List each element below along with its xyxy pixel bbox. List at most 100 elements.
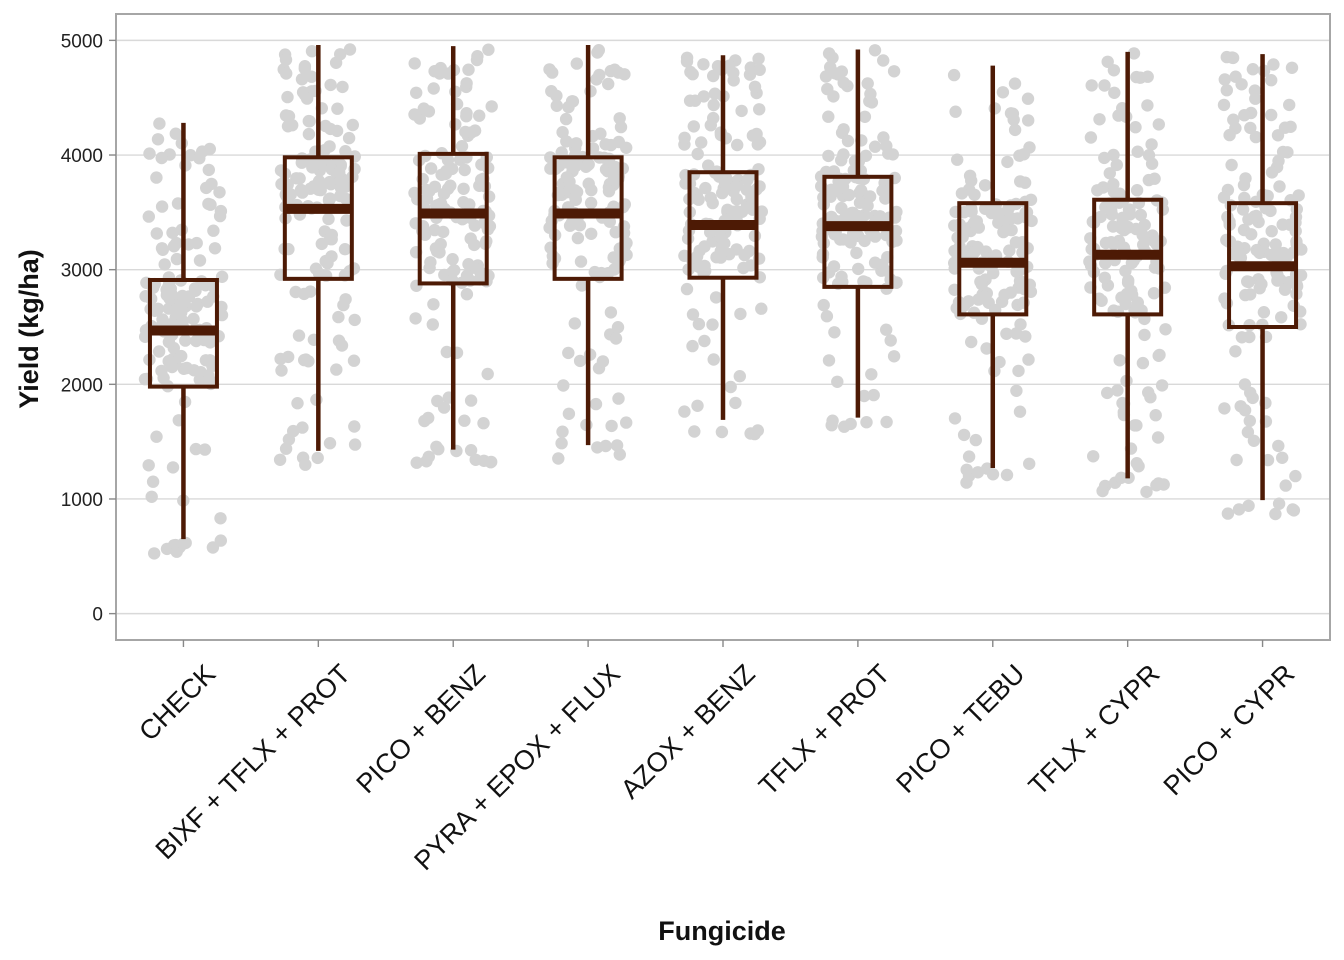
- box-3: [552, 44, 624, 446]
- data-point: [949, 105, 962, 118]
- data-point: [687, 120, 700, 133]
- data-point: [274, 352, 287, 366]
- data-point: [1107, 64, 1121, 77]
- data-point: [822, 110, 835, 123]
- data-point: [336, 80, 349, 94]
- data-point: [348, 438, 362, 451]
- data-point: [323, 140, 336, 153]
- data-point: [464, 394, 478, 407]
- data-point: [948, 412, 962, 425]
- data-point: [826, 51, 839, 64]
- data-point: [170, 252, 184, 266]
- y-axis-title: Yield (kg/ha): [14, 249, 44, 409]
- data-point: [342, 131, 356, 145]
- data-point: [830, 184, 844, 198]
- data-point: [822, 149, 835, 163]
- data-point: [1023, 141, 1036, 154]
- data-point: [281, 90, 294, 104]
- data-point: [1145, 138, 1158, 151]
- data-point: [1241, 425, 1255, 439]
- data-point: [338, 243, 352, 256]
- data-point: [201, 295, 214, 308]
- data-point: [189, 284, 202, 297]
- data-point: [299, 458, 312, 471]
- data-point: [198, 443, 212, 456]
- data-point: [841, 134, 855, 148]
- data-point: [695, 136, 708, 149]
- data-point: [1239, 172, 1252, 185]
- data-point: [955, 187, 969, 200]
- data-point: [565, 95, 579, 108]
- data-point: [457, 182, 470, 195]
- data-point: [1095, 294, 1108, 307]
- data-point: [1255, 277, 1268, 291]
- data-point: [459, 125, 472, 139]
- data-point: [748, 80, 762, 94]
- data-point: [730, 193, 743, 206]
- data-point: [1107, 237, 1120, 251]
- data-point: [968, 246, 981, 259]
- data-point: [1221, 507, 1235, 520]
- y-tick-label: 5000: [61, 31, 103, 52]
- data-point: [475, 173, 488, 186]
- data-point: [1008, 77, 1022, 90]
- box-plots: [147, 44, 1299, 540]
- data-point: [1236, 203, 1250, 216]
- data-point: [599, 439, 612, 453]
- data-point: [820, 310, 834, 323]
- data-point: [1021, 114, 1035, 127]
- data-point: [460, 107, 473, 120]
- data-point: [692, 193, 705, 206]
- data-point: [1136, 228, 1149, 242]
- data-point: [1013, 405, 1027, 418]
- data-point: [1273, 180, 1286, 193]
- data-point: [697, 90, 710, 103]
- data-point: [730, 205, 744, 218]
- data-point: [1116, 102, 1129, 115]
- box-5: [822, 49, 894, 418]
- box-iqr: [822, 174, 894, 289]
- data-point: [686, 308, 700, 321]
- data-point: [890, 234, 903, 247]
- y-tick-label: 0: [92, 605, 103, 626]
- data-point: [142, 210, 155, 223]
- data-point: [602, 185, 616, 198]
- data-point: [571, 231, 585, 245]
- data-point: [485, 455, 498, 469]
- data-point: [347, 354, 361, 367]
- data-point: [582, 158, 595, 171]
- data-point: [752, 52, 765, 65]
- data-point: [190, 334, 203, 348]
- data-point: [343, 43, 357, 56]
- data-point: [971, 466, 985, 479]
- x-tick-label: CHECK: [133, 659, 221, 747]
- data-point: [213, 186, 226, 199]
- data-point: [1271, 129, 1285, 142]
- data-point: [546, 66, 559, 79]
- data-point: [968, 216, 981, 229]
- data-point: [1103, 167, 1117, 180]
- data-point: [594, 127, 607, 140]
- data-point: [1235, 331, 1249, 344]
- data-point: [485, 100, 498, 113]
- data-point: [171, 197, 185, 210]
- data-point: [1265, 74, 1278, 87]
- data-point: [817, 298, 830, 312]
- data-point: [707, 353, 720, 366]
- data-point: [1285, 61, 1299, 74]
- data-point: [876, 184, 889, 197]
- data-point: [418, 414, 431, 428]
- data-point: [877, 131, 890, 144]
- data-point: [880, 323, 893, 336]
- data-point: [550, 99, 563, 113]
- data-point: [741, 173, 754, 187]
- data-point: [428, 65, 441, 78]
- data-point: [993, 213, 1006, 226]
- data-point: [1113, 354, 1126, 367]
- data-point: [825, 419, 838, 432]
- data-point: [1101, 386, 1114, 400]
- data-point: [1130, 184, 1144, 197]
- data-point: [863, 95, 876, 108]
- data-point: [1267, 58, 1280, 71]
- data-point: [831, 375, 844, 388]
